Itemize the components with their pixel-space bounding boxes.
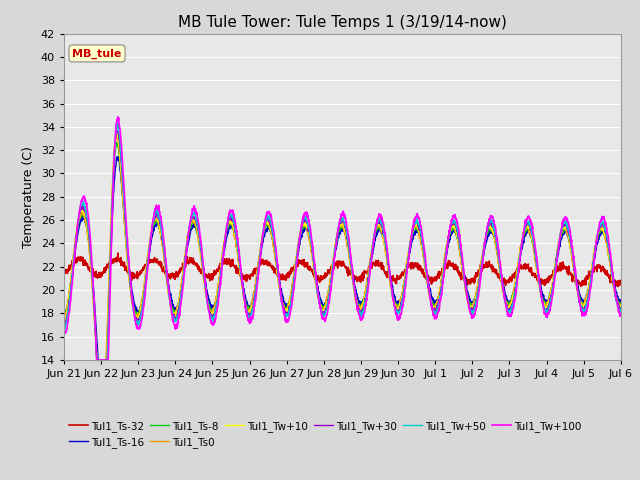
Line: Tul1_Ts-16: Tul1_Ts-16 (64, 156, 621, 360)
Tul1_Ts0 (60, 316, 68, 322)
Tul1_Ts-32 (614, 284, 622, 289)
Tul1_Tw+100 (216, 286, 223, 291)
Text: MB_tule: MB_tule (72, 48, 122, 59)
Line: Tul1_Tw+30: Tul1_Tw+30 (64, 131, 621, 360)
Tul1_Ts-32 (60, 270, 68, 276)
Tul1_Tw+50 (584, 297, 591, 302)
Tul1_Tw+50 (93, 357, 100, 363)
Tul1_Tw+100 (93, 357, 100, 363)
Tul1_Ts-32 (114, 250, 122, 256)
Line: Tul1_Tw+100: Tul1_Tw+100 (64, 117, 621, 360)
Line: Tul1_Tw+50: Tul1_Tw+50 (64, 123, 621, 360)
Tul1_Tw+30 (617, 308, 625, 313)
Tul1_Ts-16 (617, 299, 625, 305)
Tul1_Ts-32 (617, 278, 625, 284)
Tul1_Ts-16 (216, 277, 223, 283)
Tul1_Tw+50 (568, 245, 576, 251)
Tul1_Ts-16 (371, 238, 379, 243)
Tul1_Tw+30 (60, 323, 68, 328)
Line: Tul1_Tw+10: Tul1_Tw+10 (64, 134, 621, 360)
Tul1_Ts0 (93, 357, 101, 363)
Tul1_Tw+50 (371, 228, 379, 234)
Tul1_Tw+10 (617, 302, 625, 308)
Tul1_Tw+100 (568, 244, 576, 250)
Tul1_Ts-16 (114, 154, 122, 159)
Tul1_Tw+100 (505, 312, 513, 318)
Legend: Tul1_Ts-32, Tul1_Ts-16, Tul1_Ts-8, Tul1_Ts0, Tul1_Tw+10, Tul1_Tw+30, Tul1_Tw+50,: Tul1_Ts-32, Tul1_Ts-16, Tul1_Ts-8, Tul1_… (69, 420, 581, 448)
Tul1_Tw+100 (617, 312, 625, 318)
Title: MB Tule Tower: Tule Temps 1 (3/19/14-now): MB Tule Tower: Tule Temps 1 (3/19/14-now… (178, 15, 507, 30)
Line: Tul1_Ts-8: Tul1_Ts-8 (64, 143, 621, 360)
Tul1_Ts-8 (505, 302, 513, 308)
Tul1_Ts-32 (584, 276, 591, 282)
Tul1_Tw+30 (359, 304, 367, 310)
Tul1_Tw+50 (359, 310, 367, 315)
Tul1_Ts-32 (504, 277, 512, 283)
Line: Tul1_Ts-32: Tul1_Ts-32 (64, 253, 621, 287)
Tul1_Ts-8 (617, 300, 625, 306)
Tul1_Ts-32 (359, 272, 367, 278)
Tul1_Ts0 (505, 304, 513, 310)
Tul1_Ts-32 (371, 261, 379, 266)
Line: Tul1_Ts0: Tul1_Ts0 (64, 135, 621, 360)
Tul1_Tw+30 (568, 249, 576, 254)
Tul1_Ts-8 (60, 315, 68, 321)
Tul1_Ts0 (617, 303, 625, 309)
Tul1_Tw+100 (584, 305, 591, 311)
Tul1_Tw+10 (93, 357, 101, 363)
Tul1_Tw+10 (371, 229, 379, 235)
Tul1_Tw+10 (113, 132, 120, 137)
Tul1_Ts0 (568, 258, 576, 264)
Tul1_Tw+50 (505, 310, 513, 315)
Tul1_Tw+30 (93, 357, 101, 363)
Tul1_Tw+100 (114, 114, 122, 120)
Tul1_Tw+10 (216, 274, 223, 280)
Tul1_Ts-8 (93, 357, 101, 363)
Tul1_Tw+50 (617, 306, 625, 312)
Tul1_Tw+50 (60, 324, 68, 330)
Tul1_Tw+100 (371, 228, 379, 233)
Tul1_Ts-8 (584, 287, 591, 293)
Tul1_Ts-8 (371, 230, 379, 236)
Tul1_Ts-8 (216, 273, 223, 278)
Tul1_Tw+50 (216, 280, 223, 286)
Tul1_Ts-16 (60, 313, 68, 319)
Tul1_Ts-32 (568, 271, 575, 276)
Tul1_Ts0 (216, 271, 223, 276)
Y-axis label: Temperature (C): Temperature (C) (22, 146, 35, 248)
Tul1_Ts-16 (359, 296, 367, 302)
Tul1_Tw+30 (216, 277, 223, 283)
Tul1_Tw+10 (505, 306, 513, 312)
Tul1_Ts-16 (568, 251, 576, 256)
Tul1_Tw+30 (505, 308, 513, 313)
Tul1_Tw+30 (584, 295, 591, 300)
Tul1_Ts0 (359, 302, 367, 308)
Tul1_Ts-8 (568, 254, 576, 260)
Tul1_Tw+100 (359, 313, 367, 319)
Tul1_Ts-16 (95, 357, 102, 363)
Tul1_Tw+10 (584, 292, 591, 298)
Tul1_Ts-8 (113, 140, 120, 145)
Tul1_Tw+30 (371, 228, 379, 234)
Tul1_Ts-32 (216, 263, 223, 268)
Tul1_Tw+30 (113, 128, 120, 133)
Tul1_Ts0 (584, 290, 591, 296)
Tul1_Tw+10 (60, 317, 68, 323)
Tul1_Tw+100 (60, 332, 68, 338)
Tul1_Ts-16 (505, 299, 513, 305)
Tul1_Ts-8 (359, 299, 367, 304)
Tul1_Ts0 (112, 132, 120, 138)
Tul1_Ts0 (371, 229, 379, 235)
Tul1_Tw+10 (359, 304, 367, 310)
Tul1_Tw+10 (568, 253, 576, 259)
Tul1_Tw+50 (114, 120, 122, 126)
Tul1_Ts-16 (584, 291, 591, 297)
